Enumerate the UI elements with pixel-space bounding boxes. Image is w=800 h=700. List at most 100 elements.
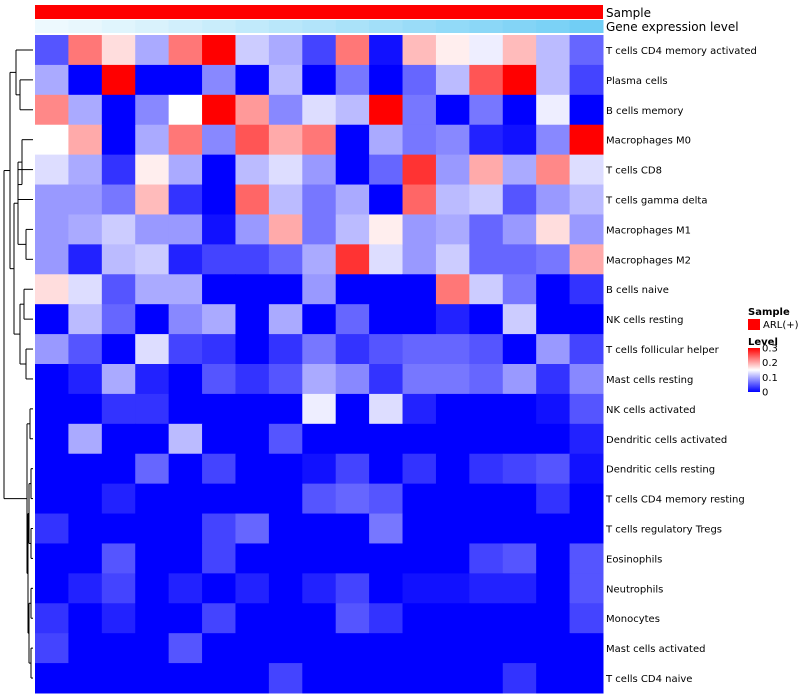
heatmap-cell — [168, 423, 203, 455]
heatmap-cell — [302, 663, 337, 694]
heatmap-cell — [435, 184, 470, 215]
heatmap-cell — [135, 393, 170, 425]
heatmap-cell — [502, 184, 537, 215]
heatmap-cell — [469, 364, 504, 395]
heatmap-cell — [502, 483, 537, 515]
heatmap-cell — [335, 483, 370, 515]
heatmap-cell — [202, 124, 236, 156]
heatmap-cell — [469, 35, 504, 66]
heatmap-cell — [302, 453, 337, 485]
heatmap-cell — [536, 364, 571, 395]
row-label: Plasma cells — [606, 76, 668, 87]
row-label: NK cells resting — [606, 315, 683, 326]
heatmap-cell — [402, 334, 437, 365]
heatmap-cell — [135, 453, 170, 485]
heatmap-cell — [569, 663, 604, 694]
heatmap-cell — [35, 274, 69, 305]
heatmap-cells — [35, 35, 604, 694]
heatmap-cell — [235, 663, 270, 694]
heatmap-cell — [168, 124, 203, 156]
heatmap-cell — [35, 35, 69, 66]
heatmap-cell — [502, 453, 537, 485]
heatmap-cell — [268, 513, 303, 544]
heatmap-cell — [536, 214, 571, 245]
heatmap-cell — [402, 154, 437, 186]
heatmap-cell — [302, 214, 337, 245]
row-label: B cells memory — [606, 106, 683, 117]
heatmap-cell — [402, 64, 437, 96]
heatmap-cell — [268, 214, 303, 245]
legend-level-tick: 0.3 — [762, 344, 778, 355]
heatmap-cell — [335, 513, 370, 544]
heatmap-cell — [369, 543, 404, 574]
heatmap-cell — [202, 154, 236, 186]
heatmap-cell — [502, 35, 537, 66]
heatmap-cell — [502, 274, 537, 305]
heatmap-cell — [536, 154, 571, 186]
sample-annotation-bar — [35, 5, 603, 19]
row-label: T cells CD4 memory activated — [605, 46, 757, 57]
heatmap-cell — [469, 603, 504, 634]
heatmap-cell — [35, 393, 69, 425]
heatmap-cell — [35, 184, 69, 215]
heatmap-cell — [369, 364, 404, 395]
heatmap-cell — [202, 543, 236, 574]
heatmap-cell — [302, 35, 337, 66]
heatmap-cell — [268, 663, 303, 694]
heatmap-cell — [469, 423, 504, 455]
heatmap-cell — [268, 453, 303, 485]
heatmap-cell — [68, 94, 103, 126]
heatmap-cell — [35, 244, 69, 275]
heatmap-cell — [268, 35, 303, 66]
heatmap-cell — [101, 393, 136, 425]
heatmap-cell — [302, 334, 337, 365]
gene-expression-cell — [435, 20, 470, 33]
heatmap-cell — [35, 423, 69, 455]
heatmap-cell — [101, 304, 136, 335]
legend-sample-title: Sample — [748, 307, 790, 318]
heatmap-cell — [402, 453, 437, 485]
gene-expression-cell — [335, 20, 370, 33]
heatmap-cell — [35, 214, 69, 245]
heatmap-cell — [435, 453, 470, 485]
heatmap-cell — [435, 513, 470, 544]
heatmap-cell — [135, 364, 170, 395]
heatmap-cell — [35, 453, 69, 485]
heatmap-cell — [68, 154, 103, 186]
heatmap-cell — [369, 124, 404, 156]
heatmap-cell — [502, 364, 537, 395]
heatmap-cell — [101, 633, 136, 664]
heatmap-cell — [335, 364, 370, 395]
heatmap-cell — [235, 453, 270, 485]
heatmap-cell — [235, 154, 270, 186]
heatmap-cell — [101, 513, 136, 544]
heatmap-cell — [168, 244, 203, 275]
heatmap-cell — [101, 573, 136, 604]
heatmap-cell — [435, 393, 470, 425]
heatmap-cell — [168, 483, 203, 515]
heatmap-cell — [268, 483, 303, 515]
heatmap-cell — [268, 124, 303, 156]
heatmap-cell — [235, 334, 270, 365]
heatmap-cell — [369, 334, 404, 365]
gene-expression-cell — [202, 20, 236, 33]
heatmap-cell — [435, 543, 470, 574]
heatmap-cell — [202, 64, 236, 96]
heatmap-cell — [101, 423, 136, 455]
heatmap-cell — [402, 543, 437, 574]
heatmap-cell — [302, 573, 337, 604]
heatmap-cell — [135, 35, 170, 66]
heatmap-cell — [135, 543, 170, 574]
heatmap-cell — [502, 393, 537, 425]
heatmap-cell — [302, 633, 337, 664]
heatmap-cell — [235, 184, 270, 215]
heatmap-cell — [202, 184, 236, 215]
heatmap-cell — [168, 513, 203, 544]
row-dendrogram — [3, 49, 33, 679]
heatmap-cell — [569, 364, 604, 395]
heatmap-cell — [536, 423, 571, 455]
heatmap-cell — [469, 543, 504, 574]
gene-expression-cell — [235, 20, 270, 33]
heatmap-cell — [569, 334, 604, 365]
heatmap-cell — [68, 453, 103, 485]
